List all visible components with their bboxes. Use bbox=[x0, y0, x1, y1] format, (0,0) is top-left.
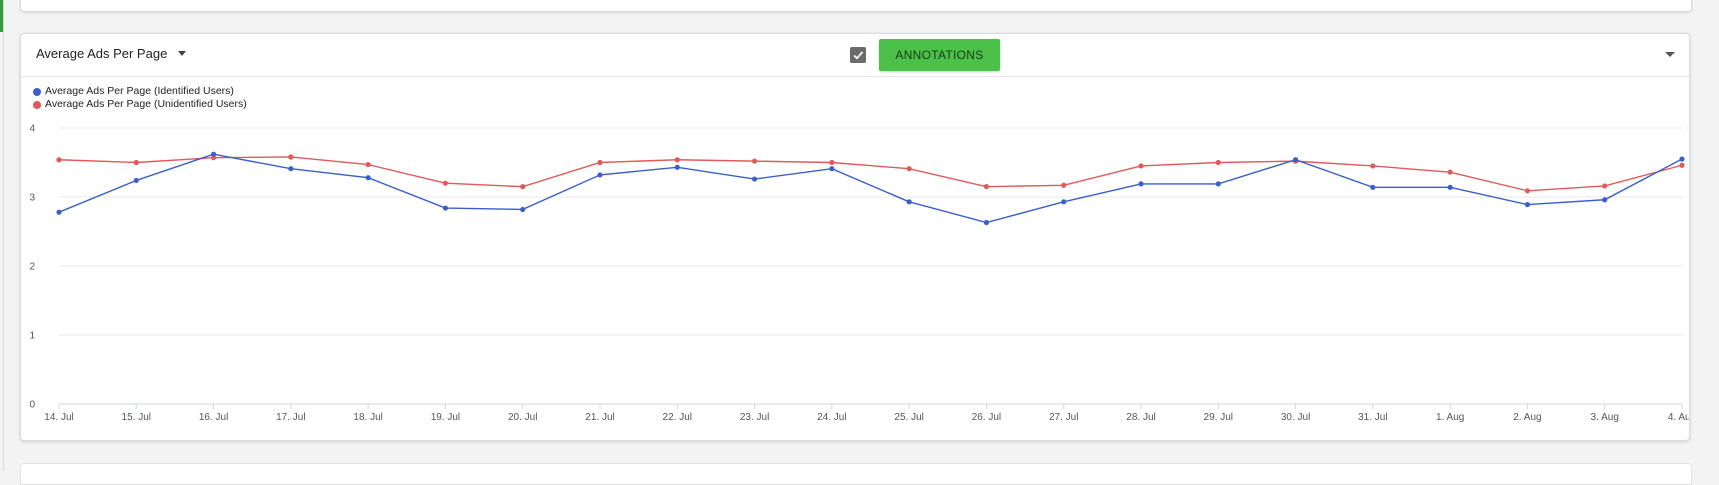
y-tick-label: 2 bbox=[29, 262, 35, 273]
data-point-identified bbox=[1138, 181, 1144, 187]
y-tick-label: 0 bbox=[29, 400, 35, 411]
data-point-unidentified bbox=[1370, 163, 1376, 169]
data-point-unidentified bbox=[56, 157, 62, 163]
data-point-identified bbox=[1292, 157, 1299, 163]
data-point-identified bbox=[1370, 184, 1376, 190]
x-tick-label: 24. Jul bbox=[817, 412, 846, 423]
data-point-identified bbox=[210, 151, 217, 157]
x-tick-label: 1. Aug bbox=[1436, 412, 1464, 423]
chevron-down-icon bbox=[178, 51, 187, 56]
x-tick-label: 25. Jul bbox=[894, 412, 923, 423]
next-panel bbox=[20, 463, 1692, 485]
data-point-unidentified bbox=[906, 166, 912, 172]
data-point-unidentified bbox=[442, 180, 449, 186]
data-point-unidentified bbox=[1679, 162, 1685, 168]
data-point-identified bbox=[597, 172, 603, 178]
data-point-unidentified bbox=[1602, 183, 1608, 189]
x-tick-label: 3. Aug bbox=[1591, 412, 1619, 423]
data-point-unidentified bbox=[1061, 182, 1067, 188]
data-point-identified bbox=[133, 177, 139, 184]
chart-legend: Average Ads Per Page (Identified Users) … bbox=[33, 85, 247, 111]
data-point-identified bbox=[983, 219, 990, 226]
x-tick-label: 31. Jul bbox=[1358, 412, 1387, 423]
x-tick-label: 19. Jul bbox=[431, 412, 460, 423]
data-point-unidentified bbox=[1447, 169, 1453, 175]
data-point-identified bbox=[520, 206, 526, 213]
data-point-unidentified bbox=[983, 184, 990, 190]
x-tick-label: 16. Jul bbox=[199, 412, 228, 423]
legend-dot-identified bbox=[33, 87, 41, 96]
x-tick-label: 14. Jul bbox=[44, 412, 73, 423]
data-point-identified bbox=[906, 199, 912, 205]
data-point-identified bbox=[1602, 197, 1608, 203]
x-tick-label: 21. Jul bbox=[585, 412, 614, 423]
line-chart: 0 1 2 3 4 14. Jul 15. Jul 16. Jul 17. Jul 18. Jul… bbox=[29, 124, 1689, 424]
x-tick-label: 20. Jul bbox=[508, 412, 537, 423]
data-point-identified bbox=[56, 209, 62, 215]
data-point-unidentified bbox=[1524, 188, 1531, 194]
checkmark-icon bbox=[853, 51, 864, 60]
y-tick-label: 4 bbox=[29, 124, 35, 135]
data-point-unidentified bbox=[288, 154, 294, 160]
data-point-unidentified bbox=[751, 158, 758, 164]
y-tick-label: 3 bbox=[29, 193, 35, 204]
data-point-identified bbox=[1447, 184, 1453, 190]
data-point-identified bbox=[1524, 201, 1531, 208]
data-point-unidentified bbox=[674, 157, 680, 163]
data-point-identified bbox=[1215, 181, 1221, 187]
data-point-identified bbox=[829, 166, 835, 172]
metric-label: Average Ads Per Page bbox=[36, 46, 168, 61]
data-point-identified bbox=[674, 164, 680, 170]
chart-panel: Average Ads Per Page ANNOTATIONS Average… bbox=[20, 33, 1690, 441]
panel-header: Average Ads Per Page ANNOTATIONS bbox=[21, 34, 1689, 77]
x-tick-label: 18. Jul bbox=[353, 412, 382, 423]
legend-label-unidentified: Average Ads Per Page (Unidentified Users… bbox=[45, 98, 247, 110]
data-point-identified bbox=[365, 175, 371, 181]
metric-dropdown[interactable]: Average Ads Per Page bbox=[36, 46, 187, 61]
data-point-identified bbox=[442, 205, 449, 211]
collapse-toggle-icon[interactable] bbox=[1665, 52, 1675, 57]
x-tick-label: 15. Jul bbox=[122, 412, 151, 423]
x-tick-label: 17. Jul bbox=[276, 412, 305, 423]
legend-item-identified[interactable]: Average Ads Per Page (Identified Users) bbox=[33, 85, 247, 98]
x-tick-label: 28. Jul bbox=[1126, 412, 1155, 423]
data-point-identified bbox=[288, 166, 294, 172]
data-point-unidentified bbox=[520, 184, 526, 190]
data-point-identified bbox=[751, 176, 758, 182]
x-tick-label: 29. Jul bbox=[1204, 412, 1233, 423]
data-point-unidentified bbox=[1215, 159, 1221, 166]
data-point-unidentified bbox=[365, 161, 371, 168]
annotations-button[interactable]: ANNOTATIONS bbox=[879, 39, 1000, 71]
data-point-identified bbox=[1679, 156, 1685, 162]
data-point-unidentified bbox=[829, 159, 835, 166]
data-point-identified bbox=[1061, 199, 1067, 205]
series-line-unidentified bbox=[58, 156, 1683, 192]
data-point-unidentified bbox=[597, 159, 603, 166]
series-line-identified bbox=[58, 153, 1683, 224]
legend-item-unidentified[interactable]: Average Ads Per Page (Unidentified Users… bbox=[33, 98, 247, 111]
left-edge-divider bbox=[3, 0, 4, 471]
x-tick-label: 26. Jul bbox=[972, 412, 1001, 423]
previous-panel bbox=[20, 0, 1692, 12]
x-tick-label: 30. Jul bbox=[1281, 412, 1310, 423]
x-tick-label: 2. Aug bbox=[1513, 412, 1541, 423]
x-tick-label: 27. Jul bbox=[1049, 412, 1078, 423]
legend-label-identified: Average Ads Per Page (Identified Users) bbox=[45, 85, 234, 97]
x-tick-label: 23. Jul bbox=[740, 412, 769, 423]
legend-dot-unidentified bbox=[33, 100, 41, 109]
x-tick-label: 22. Jul bbox=[663, 412, 692, 423]
data-point-unidentified bbox=[133, 159, 139, 166]
left-accent-bar bbox=[0, 0, 3, 32]
x-tick-label: 4. Aug bbox=[1668, 412, 1689, 423]
data-point-unidentified bbox=[1138, 163, 1144, 169]
y-tick-label: 1 bbox=[29, 331, 35, 342]
annotations-checkbox[interactable] bbox=[850, 47, 866, 63]
